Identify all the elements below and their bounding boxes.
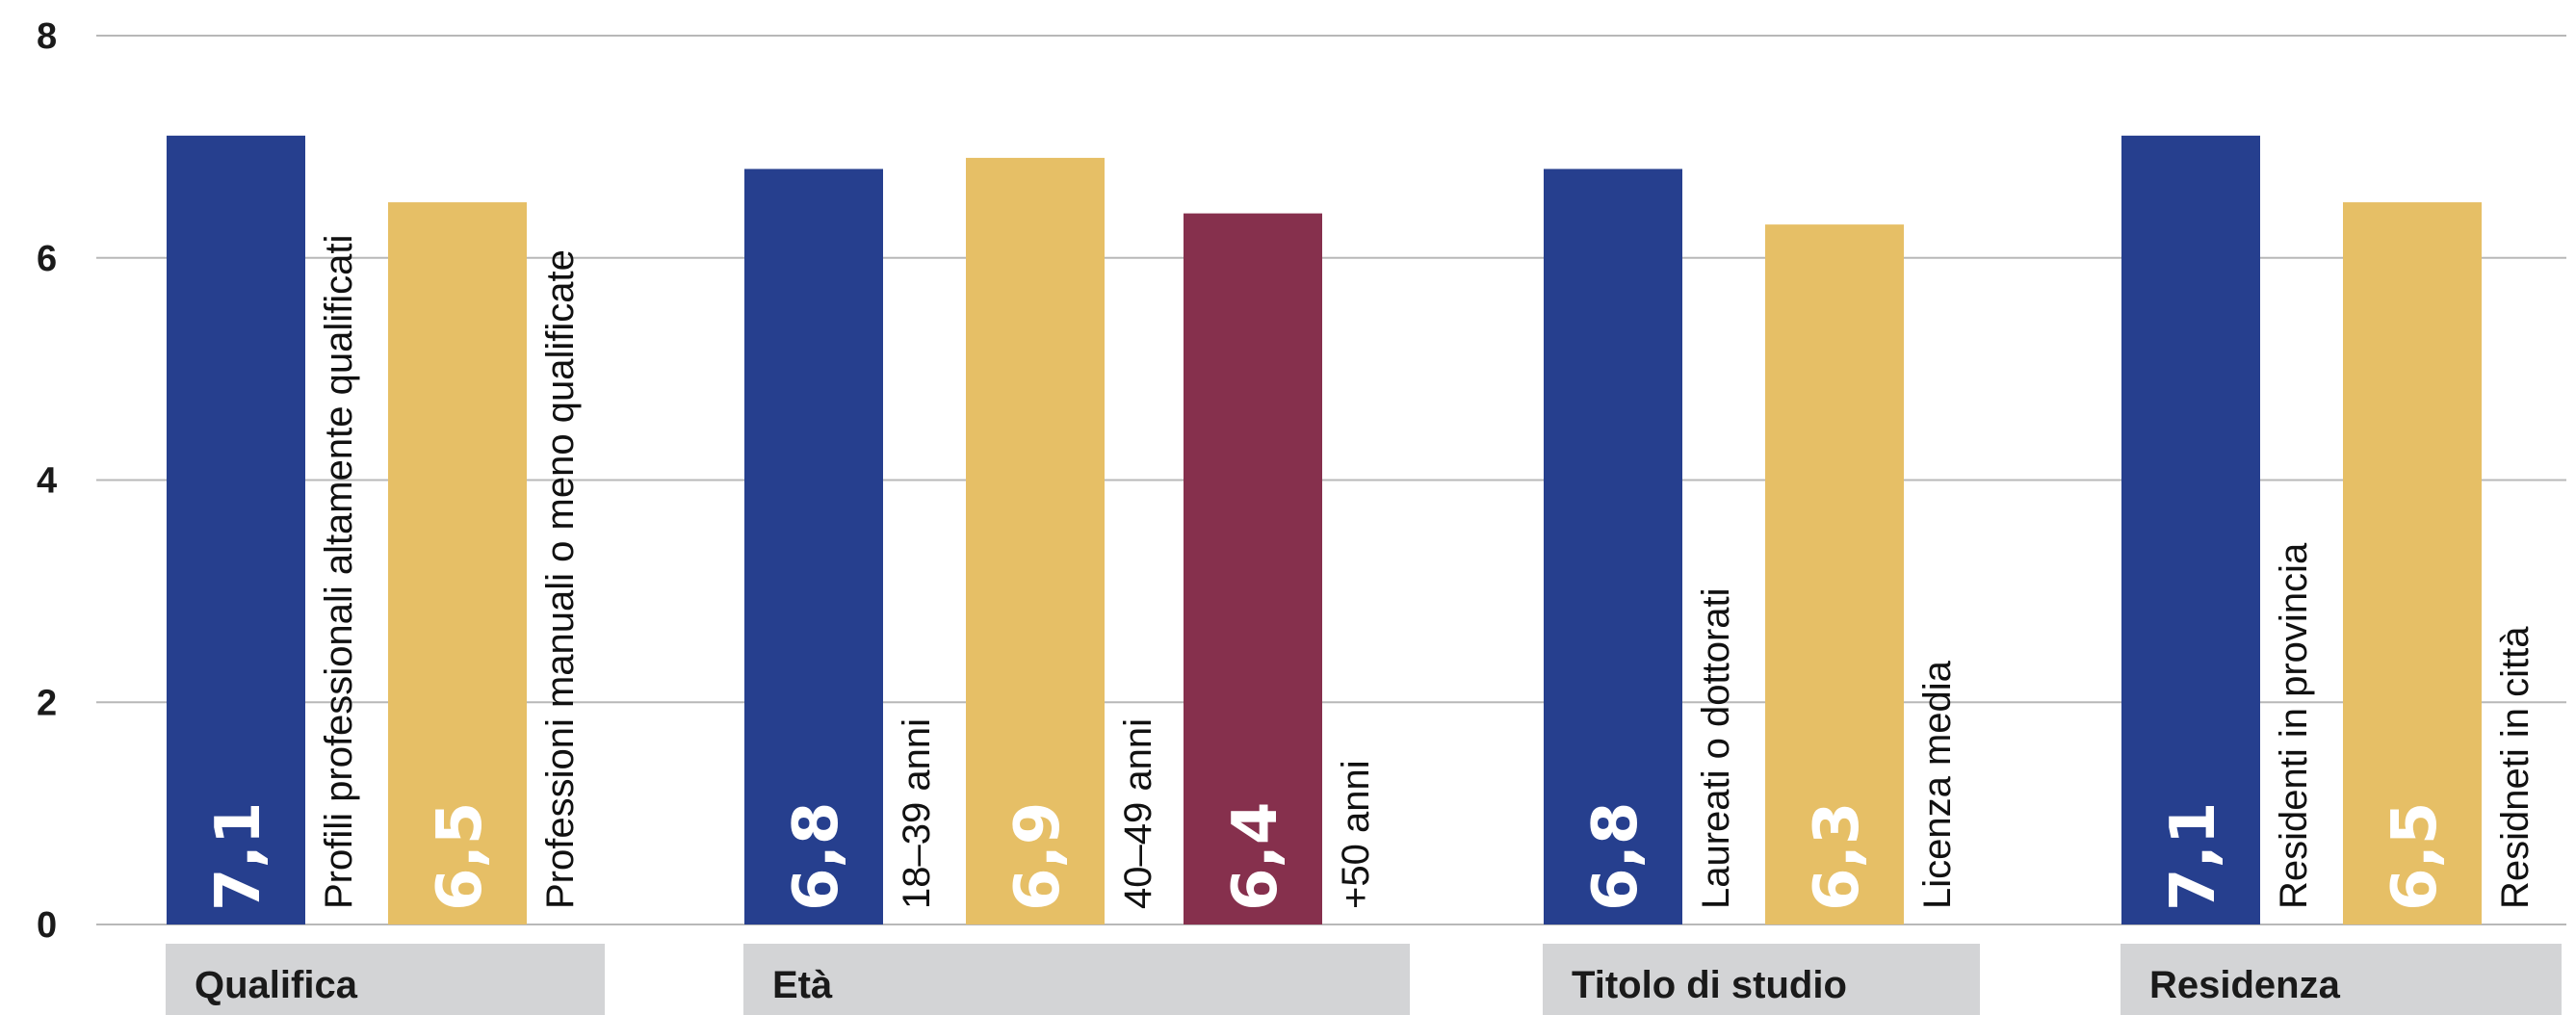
value-label: 6,5 — [425, 802, 496, 911]
bar-category-label: Profili professionali altamente qualific… — [318, 235, 360, 909]
bar — [1765, 224, 1904, 924]
bar — [1184, 213, 1322, 925]
value-label: 7,1 — [2158, 802, 2229, 911]
bar-category-label: Residenti in provincia — [2273, 542, 2315, 909]
bar-category-label: Laureati o dottorati — [1695, 587, 1737, 909]
y-axis-ticks: 0 2 4 6 8 — [37, 16, 57, 946]
bar-category-label: 18–39 anni — [896, 718, 938, 909]
bar — [167, 135, 305, 924]
bar — [744, 169, 883, 924]
value-label: 6,5 — [2380, 802, 2451, 911]
bar — [2121, 135, 2260, 924]
bar — [2343, 202, 2482, 924]
group-bands: Qualifica Età Titolo di studio Residenza — [166, 944, 2562, 1015]
bar-category-label: 40–49 anni — [1117, 718, 1159, 909]
bars — [167, 135, 2482, 925]
bar-category-label: +50 anni — [1335, 760, 1377, 909]
bar-category-label: Licenza media — [1916, 660, 1959, 909]
value-label: 6,3 — [1802, 802, 1873, 911]
y-tick-label: 8 — [37, 16, 57, 57]
group-label: Qualifica — [195, 964, 358, 1006]
bar — [1544, 169, 1682, 924]
group-band — [166, 944, 605, 1015]
value-label: 6,9 — [1002, 802, 1074, 911]
bar — [966, 157, 1105, 925]
group-band — [2121, 944, 2562, 1015]
bar — [388, 202, 527, 924]
group-band — [1543, 944, 1980, 1015]
y-tick-label: 4 — [37, 461, 57, 502]
y-tick-label: 2 — [37, 683, 57, 723]
value-label: 6,8 — [1580, 802, 1652, 911]
value-label: 6,8 — [781, 802, 852, 911]
group-label: Età — [772, 964, 833, 1006]
group-label: Titolo di studio — [1572, 964, 1847, 1006]
bar-category-label: Residneti in città — [2494, 626, 2537, 909]
bar-labels: 7,1 Profili professionali altamente quali… — [203, 235, 2537, 911]
y-tick-label: 0 — [37, 905, 57, 946]
group-band — [743, 944, 1410, 1015]
value-label: 7,1 — [203, 802, 274, 911]
y-tick-label: 6 — [37, 239, 57, 279]
group-label: Residenza — [2149, 964, 2341, 1006]
value-label: 6,4 — [1220, 802, 1291, 911]
bar-category-label: Professioni manuali o meno qualificate — [539, 249, 582, 909]
